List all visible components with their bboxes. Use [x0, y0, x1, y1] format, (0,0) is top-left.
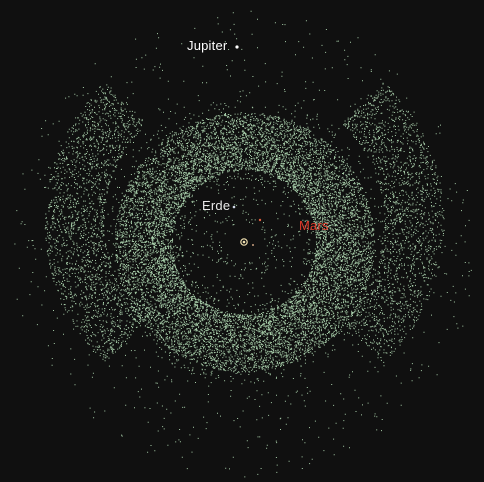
- erde-label: Erde: [202, 198, 231, 213]
- asteroid-dots: [14, 10, 472, 478]
- erde-dot: [232, 205, 236, 209]
- mars-label: Mars: [299, 218, 329, 233]
- asteroid-belt: [14, 10, 472, 478]
- jupiter-dot: [235, 45, 239, 49]
- planet-markers: [232, 45, 262, 246]
- jupiter-label: Jupiter: [187, 38, 228, 53]
- sun-core: [242, 240, 246, 244]
- mercury-dot: [252, 244, 254, 246]
- mars-dot: [258, 218, 262, 222]
- sun-icon: [240, 238, 248, 246]
